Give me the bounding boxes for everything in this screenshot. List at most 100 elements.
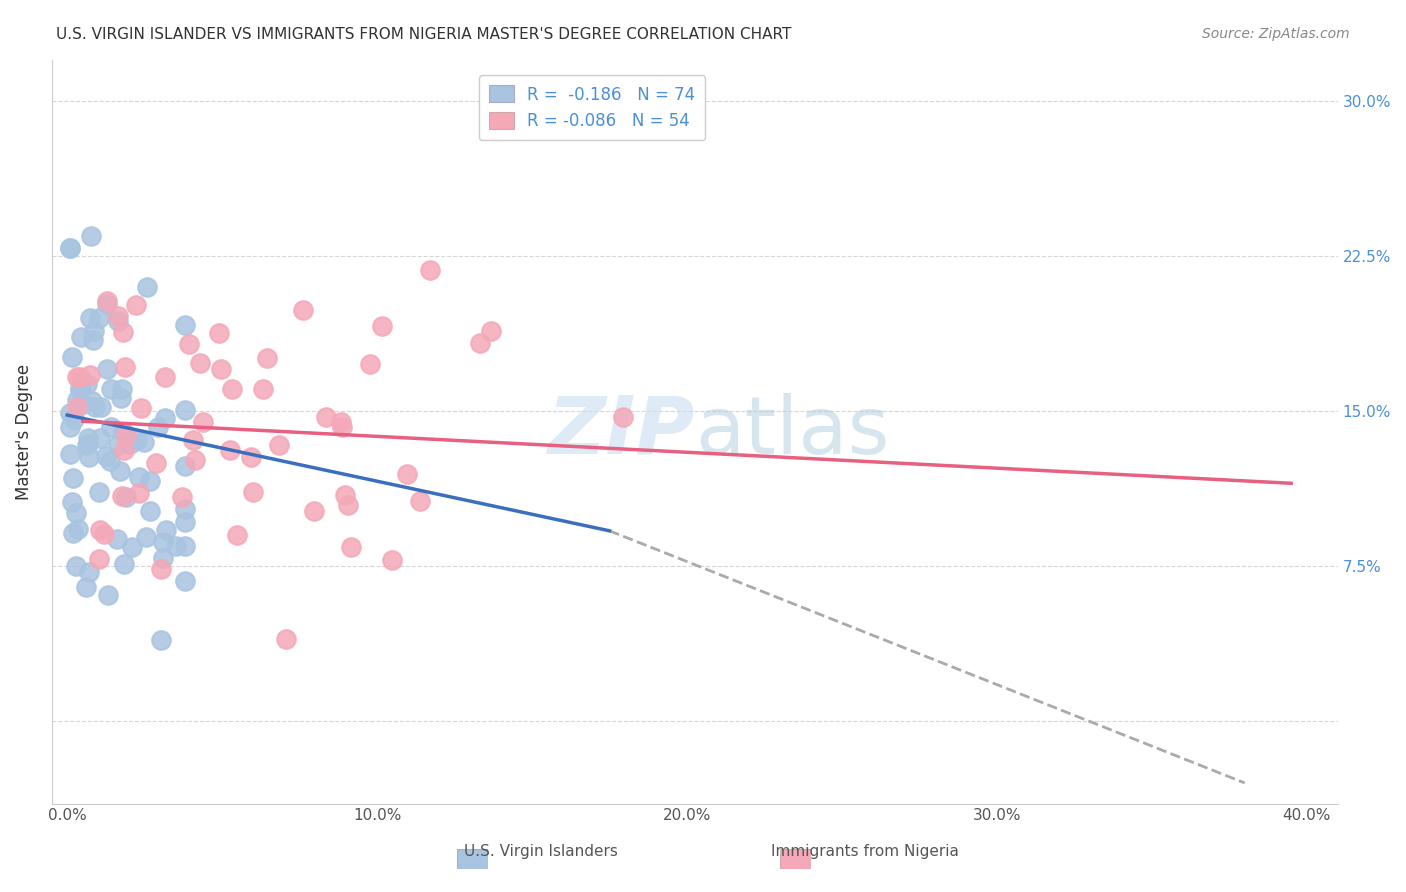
Point: [191, 415, 214, 429]
Point: [105, 532, 128, 546]
Point: [90, 401, 112, 415]
Point: [87, 552, 110, 566]
Point: [302, 504, 325, 518]
Text: ZIP: ZIP: [547, 392, 695, 471]
Point: [97, 588, 120, 602]
Point: [174, 458, 197, 473]
Point: [59, 447, 82, 461]
Point: [107, 438, 129, 452]
Point: [107, 314, 129, 328]
Point: [59, 241, 82, 255]
Point: [93, 526, 115, 541]
Point: [70, 330, 93, 344]
Point: [139, 475, 162, 489]
Point: [419, 263, 441, 277]
Point: [111, 325, 134, 339]
Point: [100, 420, 122, 434]
Point: [149, 632, 172, 647]
Point: [94, 449, 117, 463]
Point: [181, 433, 204, 447]
Point: [174, 318, 197, 332]
Point: [59, 241, 82, 255]
Point: [115, 428, 138, 442]
Point: [152, 534, 174, 549]
Point: [396, 467, 419, 481]
Point: [111, 489, 134, 503]
Point: [80, 229, 103, 244]
Point: [98, 454, 121, 468]
Point: [152, 550, 174, 565]
Point: [218, 442, 240, 457]
Point: [153, 411, 176, 425]
Point: [148, 420, 170, 434]
Point: [65, 507, 87, 521]
Point: [184, 452, 207, 467]
Point: [108, 464, 131, 478]
Point: [62, 526, 84, 541]
Point: [136, 279, 159, 293]
Point: [65, 369, 87, 384]
Point: [612, 409, 634, 424]
Point: [83, 324, 105, 338]
Point: [110, 392, 132, 406]
Text: U.S. VIRGIN ISLANDER VS IMMIGRANTS FROM NIGERIA MASTER'S DEGREE CORRELATION CHAR: U.S. VIRGIN ISLANDER VS IMMIGRANTS FROM …: [56, 27, 792, 42]
Point: [149, 562, 172, 576]
Point: [59, 420, 82, 434]
Point: [77, 565, 100, 579]
Point: [470, 335, 492, 350]
Point: [333, 488, 356, 502]
Point: [125, 298, 148, 312]
Point: [115, 490, 138, 504]
Point: [112, 425, 135, 439]
Point: [76, 376, 98, 391]
Point: [72, 397, 94, 411]
Point: [174, 515, 197, 529]
Point: [359, 357, 381, 371]
Point: [96, 296, 118, 310]
Point: [59, 406, 82, 420]
Point: [145, 457, 167, 471]
Point: [76, 438, 98, 452]
Point: [252, 383, 274, 397]
Point: [63, 411, 86, 425]
Point: [112, 557, 135, 571]
Point: [80, 393, 103, 408]
Point: [121, 540, 143, 554]
Point: [329, 415, 352, 429]
Point: [221, 383, 243, 397]
Point: [84, 400, 107, 414]
Point: [225, 528, 247, 542]
Point: [381, 553, 404, 567]
Point: [114, 360, 136, 375]
Text: Source: ZipAtlas.com: Source: ZipAtlas.com: [1202, 27, 1350, 41]
Point: [87, 311, 110, 326]
Point: [174, 502, 197, 516]
Point: [340, 540, 363, 554]
Point: [479, 324, 502, 338]
Point: [128, 485, 150, 500]
Point: [330, 419, 353, 434]
Point: [128, 470, 150, 484]
Point: [371, 318, 394, 333]
Point: [188, 356, 211, 370]
Point: [100, 382, 122, 396]
Point: [107, 309, 129, 323]
Point: [77, 450, 100, 464]
Point: [135, 530, 157, 544]
Point: [66, 392, 89, 407]
Text: atlas: atlas: [695, 392, 889, 471]
Point: [239, 450, 262, 464]
Text: Immigrants from Nigeria: Immigrants from Nigeria: [770, 845, 959, 859]
Point: [79, 310, 101, 325]
Point: [76, 431, 98, 445]
Point: [208, 326, 231, 340]
Point: [134, 434, 156, 449]
Point: [165, 539, 187, 553]
Y-axis label: Master's Degree: Master's Degree: [15, 364, 32, 500]
Point: [172, 490, 194, 504]
Point: [89, 523, 111, 537]
Point: [65, 400, 87, 414]
Point: [336, 498, 359, 512]
Point: [69, 383, 91, 397]
Point: [77, 437, 100, 451]
